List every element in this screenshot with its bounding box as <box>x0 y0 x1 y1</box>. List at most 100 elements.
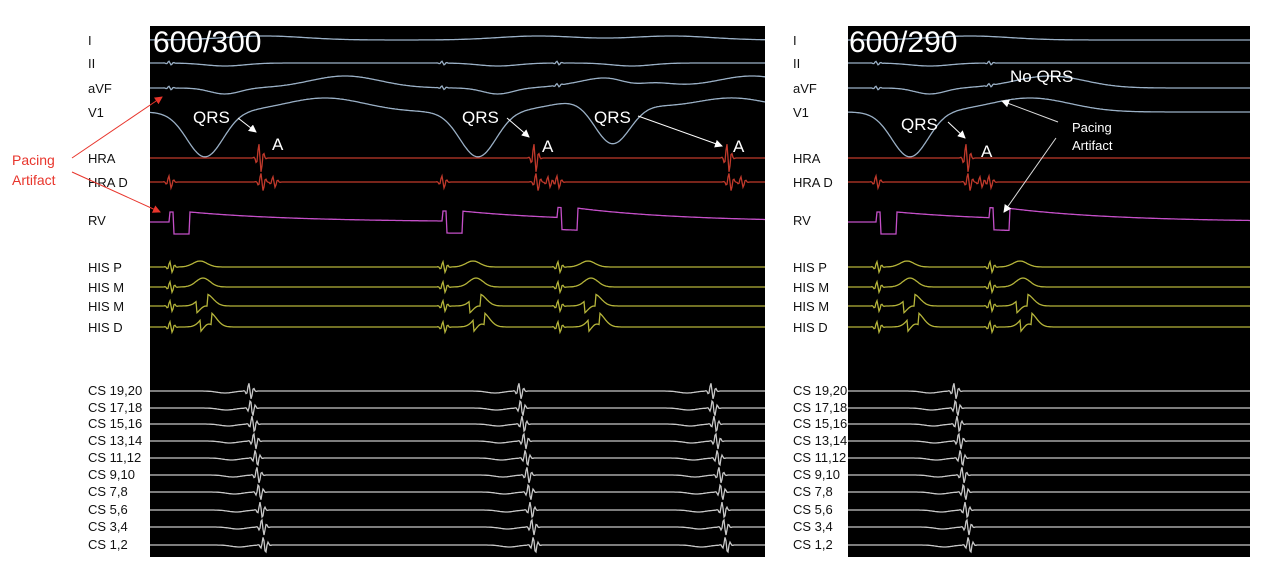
CS-trace-right <box>848 467 1250 483</box>
atrial-label: A <box>733 137 745 156</box>
HRA-trace-right <box>848 144 1250 172</box>
HIS-trace-right <box>848 311 1250 335</box>
channel-label-right: CS 15,16 <box>793 416 847 431</box>
atrial-label: A <box>981 142 993 161</box>
lead-aVF-trace-left <box>150 75 766 95</box>
CS-trace-right <box>848 450 1250 467</box>
arrow <box>1003 137 1057 213</box>
right-tracing-panel <box>848 26 1250 557</box>
channel-label-right: CS 17,18 <box>793 400 847 415</box>
RV-trace-left <box>150 206 765 235</box>
channel-label-left: CS 15,16 <box>88 416 142 431</box>
qrs-label: QRS <box>193 108 230 127</box>
CS-trace-left <box>150 383 765 399</box>
lead-I-trace-right <box>848 35 1250 41</box>
no-qrs-label: No QRS <box>1010 67 1073 86</box>
channel-label-right: CS 5,6 <box>793 502 833 517</box>
CS-trace-left <box>150 467 765 483</box>
arrow <box>506 117 530 138</box>
arrow <box>1001 99 1059 123</box>
channel-label-right: HRA D <box>793 175 833 190</box>
HIS-trace-right <box>848 293 1250 315</box>
right-cycle-label: 600/290 <box>849 26 957 59</box>
channel-label-left: HIS M <box>88 280 124 295</box>
channel-label-left: CS 11,12 <box>88 450 141 465</box>
channel-label-left: CS 9,10 <box>88 467 135 482</box>
channel-label-right: aVF <box>793 81 817 96</box>
pacing-artifact-note: Artifact <box>1072 138 1113 153</box>
channel-label-right: CS 3,4 <box>793 519 833 534</box>
arrow <box>637 115 723 148</box>
channel-label-left: CS 1,2 <box>88 537 128 552</box>
channel-label-left: aVF <box>88 81 112 96</box>
HIS-trace-left <box>150 293 765 315</box>
arrow <box>947 121 966 139</box>
channel-label-left: RV <box>88 213 106 228</box>
red-arrow <box>71 171 161 213</box>
CS-trace-left <box>150 518 765 536</box>
CS-trace-right <box>848 518 1250 536</box>
lead-V1-trace-left <box>149 97 766 158</box>
channel-label-left: V1 <box>88 105 104 120</box>
HRA-D-trace-left <box>150 173 765 191</box>
CS-trace-left <box>150 450 765 467</box>
channel-label-right: I <box>793 33 797 48</box>
lead-aVF-trace-right <box>848 75 1250 95</box>
arrow <box>237 117 257 133</box>
HIS-trace-left <box>150 277 765 295</box>
channel-label-right: CS 11,12 <box>793 450 846 465</box>
channel-label-right: II <box>793 56 800 71</box>
CS-trace-left <box>150 537 765 554</box>
channel-label-right: HRA <box>793 151 821 166</box>
lead-V1-trace-right <box>848 97 1250 158</box>
channel-label-right: HIS D <box>793 320 828 335</box>
channel-label-right: CS 19,20 <box>793 383 847 398</box>
qrs-label: QRS <box>462 108 499 127</box>
channel-label-right: HIS P <box>793 260 827 275</box>
qrs-label: QRS <box>901 115 938 134</box>
channel-label-right: RV <box>793 213 811 228</box>
channel-label-left: I <box>88 33 92 48</box>
CS-trace-left <box>150 501 765 519</box>
channel-label-right: HIS M <box>793 280 829 295</box>
channel-label-right: CS 1,2 <box>793 537 833 552</box>
CS-trace-right <box>848 432 1250 450</box>
HIS-trace-left <box>150 311 765 335</box>
CS-trace-right <box>848 483 1250 500</box>
channel-label-left: CS 19,20 <box>88 383 142 398</box>
channel-label-left: CS 7,8 <box>88 484 128 499</box>
red-arrow <box>71 96 163 159</box>
channel-label-right: CS 7,8 <box>793 484 833 499</box>
channel-label-left: CS 5,6 <box>88 502 128 517</box>
channel-label-left: HIS M <box>88 299 124 314</box>
CS-trace-right <box>848 415 1250 433</box>
CS-trace-right <box>848 501 1250 519</box>
left-tracing-panel <box>150 26 765 557</box>
channel-label-right: CS 9,10 <box>793 467 840 482</box>
HIS-trace-right <box>848 277 1250 295</box>
pacing-artifact-note: Pacing <box>1072 120 1112 135</box>
RV-trace-right <box>848 207 1250 235</box>
channel-label-right: V1 <box>793 105 809 120</box>
atrial-label: A <box>542 137 554 156</box>
HIS-trace-left <box>150 259 765 275</box>
lead-II-trace-left <box>150 60 765 67</box>
CS-trace-right <box>848 399 1250 416</box>
qrs-label: QRS <box>594 108 631 127</box>
channel-label-right: HIS M <box>793 299 829 314</box>
lead-I-trace-left <box>150 35 765 41</box>
channel-label-left: CS 17,18 <box>88 400 142 415</box>
CS-trace-right <box>848 537 1250 554</box>
CS-trace-right <box>848 383 1250 399</box>
pacing-artifact-note: Pacing <box>12 152 55 168</box>
channel-label-left: CS 3,4 <box>88 519 128 534</box>
HRA-D-trace-right <box>848 173 1250 191</box>
lead-II-trace-right <box>848 60 1250 67</box>
channel-label-left: CS 13,14 <box>88 433 142 448</box>
HIS-trace-right <box>848 259 1250 275</box>
channel-label-left: HRA <box>88 151 116 166</box>
channel-label-right: CS 13,14 <box>793 433 847 448</box>
channel-label-left: HIS D <box>88 320 123 335</box>
CS-trace-left <box>150 432 765 450</box>
